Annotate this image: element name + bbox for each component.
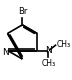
Text: CH₃: CH₃	[41, 59, 55, 68]
Text: Br: Br	[18, 7, 27, 16]
Text: N: N	[45, 46, 52, 55]
Text: N: N	[2, 48, 9, 57]
Text: CH₃: CH₃	[57, 40, 71, 49]
